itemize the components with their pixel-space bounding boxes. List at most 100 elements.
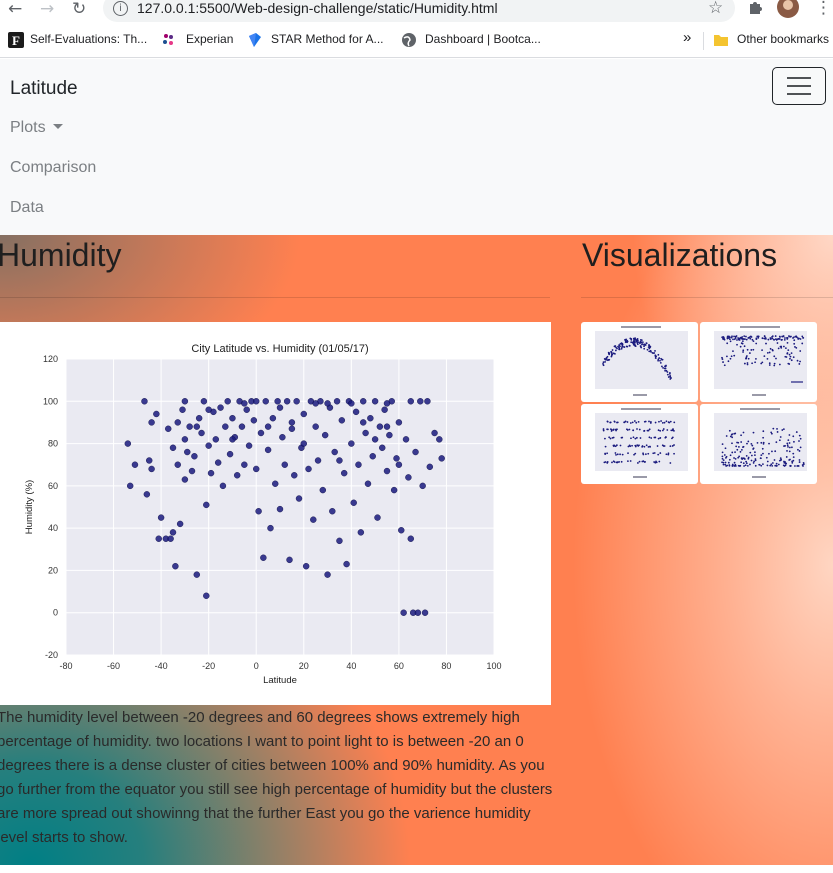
thumb-point <box>750 442 753 445</box>
bookmarks-bar: F Self-Evaluations: Th... Experian STAR … <box>0 22 833 58</box>
thumb-point <box>777 463 780 466</box>
thumb-point <box>611 436 614 439</box>
extensions-icon[interactable] <box>748 0 762 14</box>
menu-kebab-icon[interactable]: ⋮ <box>815 0 832 18</box>
thumb-point <box>798 450 801 452</box>
data-point <box>438 455 445 462</box>
info-icon[interactable]: i <box>113 1 128 16</box>
thumb-point <box>738 338 741 341</box>
data-point <box>205 406 212 413</box>
data-point <box>157 514 165 521</box>
thumb-wind-speed[interactable] <box>700 404 817 484</box>
bookmark-self-evaluations[interactable]: Self-Evaluations: Th... <box>30 32 148 46</box>
thumb-point <box>619 345 621 348</box>
thumb-cloudiness[interactable] <box>581 404 698 484</box>
thumb-point <box>799 446 802 449</box>
thumb-point <box>739 450 742 453</box>
thumb-point <box>721 336 724 339</box>
thumb-point <box>783 445 785 447</box>
thumb-point <box>614 445 617 448</box>
thumb-point <box>623 346 626 348</box>
thumb-point <box>773 364 776 367</box>
thumb-point <box>792 456 795 459</box>
thumb-point <box>771 462 774 464</box>
thumb-point <box>787 349 790 352</box>
thumb-point <box>745 335 747 338</box>
thumb-point <box>783 461 786 464</box>
thumb-point <box>777 347 780 350</box>
thumb-point <box>619 444 622 447</box>
other-bookmarks[interactable]: Other bookmarks <box>737 32 830 46</box>
data-point <box>369 453 376 460</box>
thumb-point <box>752 348 755 351</box>
nav-item-data[interactable]: Data <box>10 199 44 216</box>
nav-item-plots[interactable]: Plots <box>10 119 63 137</box>
thumb-point <box>726 337 729 340</box>
thumb-point <box>798 434 801 437</box>
back-arrow-icon[interactable]: ← <box>8 0 23 19</box>
thumb-point <box>604 361 606 363</box>
thumb-point <box>789 355 792 358</box>
thumb-point <box>766 358 769 360</box>
thumb-point <box>802 336 804 339</box>
thumb-point <box>654 461 657 464</box>
x-tick-label: 0 <box>254 661 259 671</box>
thumb-point <box>775 462 778 465</box>
thumb-point <box>731 463 734 466</box>
data-point <box>319 486 326 494</box>
profile-avatar[interactable] <box>777 0 799 18</box>
nav-item-comparison[interactable]: Comparison <box>10 159 97 176</box>
thumb-point <box>752 462 755 464</box>
reload-icon[interactable]: ↻ <box>72 0 87 19</box>
data-point <box>405 474 412 481</box>
sidebar-divider <box>581 297 833 298</box>
data-point <box>355 461 362 468</box>
url-text[interactable]: 127.0.0.1:5500/Web-design-challenge/stat… <box>137 0 498 16</box>
address-bar[interactable] <box>103 0 735 22</box>
thumb-point <box>638 428 641 431</box>
thumb-point <box>750 459 753 462</box>
data-point <box>253 398 260 405</box>
bookmark-dashboard[interactable]: Dashboard | Bootca... <box>425 32 541 46</box>
data-point <box>324 400 331 407</box>
thumb-point <box>730 355 733 358</box>
more-bookmarks-chevron[interactable]: » <box>683 29 692 46</box>
bookmark-star-icon[interactable]: ☆ <box>708 0 724 18</box>
thumb-point <box>654 357 657 359</box>
thumb-point <box>760 464 763 467</box>
caret-down-icon <box>52 124 63 129</box>
forward-arrow-icon[interactable]: → <box>40 0 55 19</box>
thumb-point <box>732 350 734 353</box>
thumb-point <box>797 337 800 340</box>
thumb-temperature[interactable] <box>581 322 698 402</box>
thumb-humidity[interactable] <box>700 322 817 402</box>
thumb-point <box>793 339 796 342</box>
data-point <box>400 609 407 616</box>
thumb-point <box>641 343 643 346</box>
thumb-point <box>665 420 668 423</box>
navbar-toggler-button[interactable] <box>772 67 826 105</box>
thumb-point <box>627 460 629 463</box>
globe-icon <box>402 33 416 47</box>
thumb-point <box>766 464 769 467</box>
thumb-point <box>737 441 740 444</box>
thumb-point <box>612 429 615 431</box>
sidebar-title: Visualizations <box>582 237 778 273</box>
thumb-point <box>614 349 617 352</box>
data-point <box>269 414 277 422</box>
thumb-point <box>602 361 605 364</box>
data-point <box>360 419 367 426</box>
thumb-point <box>640 346 643 349</box>
thumb-point <box>756 441 759 444</box>
thumb-point <box>635 421 638 424</box>
thumb-point <box>773 355 776 358</box>
thumb-point <box>635 339 638 342</box>
bookmark-experian[interactable]: Experian <box>186 32 234 46</box>
bookmark-star-method[interactable]: STAR Method for A... <box>271 32 384 46</box>
navbar-brand[interactable]: Latitude <box>10 78 78 99</box>
data-point <box>374 514 381 521</box>
thumb-point <box>669 445 672 448</box>
thumb-point <box>795 381 797 383</box>
data-point <box>395 461 403 468</box>
data-point <box>143 491 151 498</box>
